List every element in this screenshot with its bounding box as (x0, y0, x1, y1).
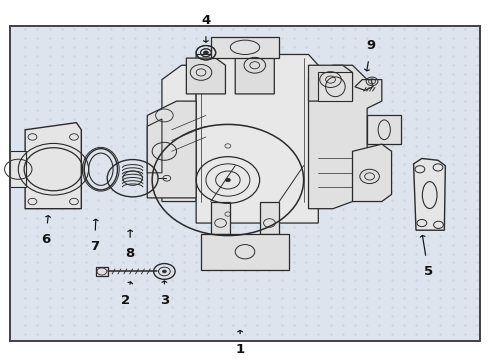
Text: 7: 7 (90, 219, 99, 253)
Polygon shape (414, 158, 445, 230)
Polygon shape (10, 151, 26, 187)
Polygon shape (162, 65, 206, 202)
Text: 4: 4 (201, 14, 211, 42)
Polygon shape (147, 119, 162, 173)
Polygon shape (235, 51, 274, 94)
Bar (10, 26, 480, 341)
Polygon shape (211, 37, 279, 58)
Text: 1: 1 (236, 330, 245, 356)
Circle shape (225, 178, 230, 182)
Polygon shape (318, 72, 352, 101)
Circle shape (162, 270, 166, 273)
Polygon shape (211, 202, 230, 234)
Text: 8: 8 (125, 230, 135, 260)
Polygon shape (25, 123, 81, 209)
Text: 6: 6 (41, 216, 50, 246)
Polygon shape (309, 65, 382, 209)
Polygon shape (201, 234, 289, 270)
Polygon shape (147, 101, 196, 198)
Polygon shape (309, 65, 352, 101)
Polygon shape (355, 80, 373, 90)
Polygon shape (352, 144, 392, 202)
Text: 5: 5 (420, 235, 433, 278)
Bar (10, 26, 480, 341)
Polygon shape (196, 54, 318, 223)
Polygon shape (186, 58, 225, 94)
Polygon shape (96, 267, 108, 276)
Polygon shape (260, 202, 279, 234)
Circle shape (203, 51, 208, 54)
Text: 3: 3 (160, 281, 169, 307)
Polygon shape (367, 116, 401, 144)
Text: 9: 9 (365, 39, 376, 71)
Text: 2: 2 (121, 282, 133, 307)
